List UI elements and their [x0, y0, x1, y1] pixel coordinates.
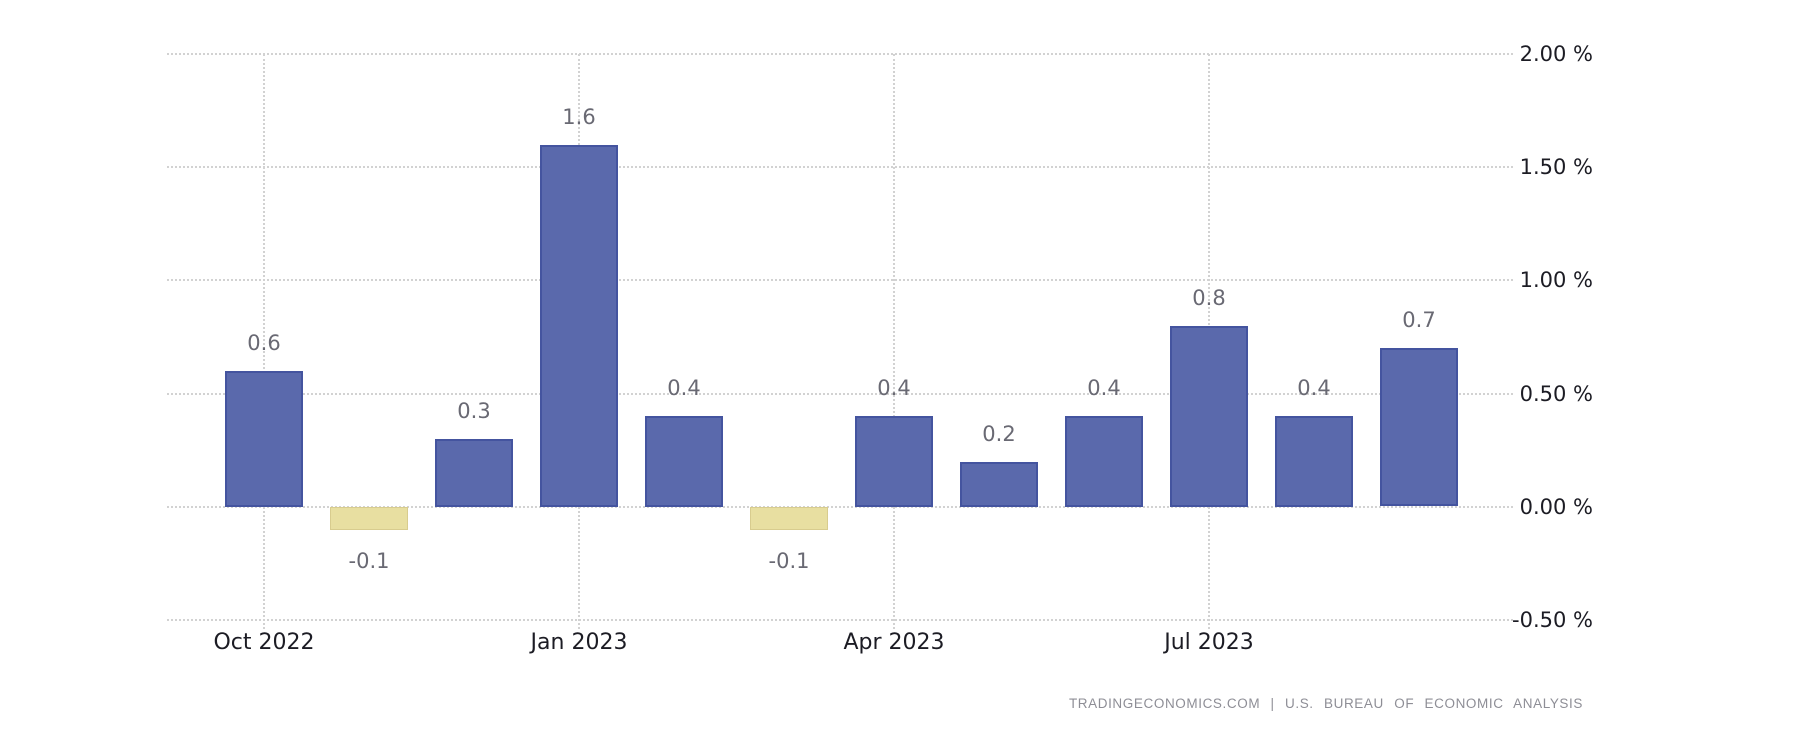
- attribution: TRADINGECONOMICS.COM | U.S. BUREAU OF EC…: [1069, 694, 1583, 714]
- bar-jul-2023[interactable]: [1170, 326, 1248, 507]
- bar-value-label: 0.2: [982, 422, 1016, 446]
- bar-may-2023[interactable]: [960, 462, 1038, 507]
- bar-feb-2023[interactable]: [645, 416, 723, 507]
- y-axis-tick-label: 1.00 %: [1519, 268, 1593, 292]
- x-axis-tick-label: Oct 2022: [213, 630, 315, 655]
- gridline-horizontal: [167, 393, 1513, 395]
- bar-aug-2023[interactable]: [1275, 416, 1353, 507]
- gridline-vertical: [893, 54, 895, 629]
- x-axis-tick-label: Apr 2023: [843, 630, 945, 655]
- bar-value-label: 1.6: [562, 105, 596, 129]
- attribution-source-link[interactable]: TRADINGECONOMICS.COM | U.S. BUREAU OF EC…: [1068, 696, 1583, 711]
- bar-value-label: 0.4: [1297, 376, 1331, 400]
- bar-value-label: 0.3: [457, 399, 491, 423]
- bar-value-label: 0.8: [1192, 286, 1226, 310]
- bar-value-label: -0.1: [768, 549, 810, 573]
- y-axis-tick-label: 2.00 %: [1519, 42, 1593, 66]
- x-axis-tick-label: Jan 2023: [530, 630, 628, 655]
- y-axis-tick-label: 1.50 %: [1519, 155, 1593, 179]
- bar-value-label: 0.7: [1402, 308, 1436, 332]
- bar-oct-2022[interactable]: [225, 371, 303, 507]
- bar-nov-2022[interactable]: [330, 507, 408, 530]
- bar-value-label: 0.4: [1087, 376, 1121, 400]
- bar-apr-2023[interactable]: [855, 416, 933, 507]
- gridline-horizontal: [167, 279, 1513, 281]
- bar-jan-2023[interactable]: [540, 145, 618, 507]
- y-axis-tick-label: -0.50 %: [1512, 608, 1593, 632]
- gridline-vertical: [263, 54, 265, 629]
- bar-value-label: 0.4: [667, 376, 701, 400]
- bar-value-label: 0.6: [247, 331, 281, 355]
- gridline-horizontal: [167, 506, 1513, 508]
- bar-jun-2023[interactable]: [1065, 416, 1143, 507]
- bar-dec-2022[interactable]: [435, 439, 513, 507]
- x-axis-tick-label: Jul 2023: [1164, 630, 1254, 655]
- gridline-horizontal: [167, 619, 1513, 621]
- bar-mar-2023[interactable]: [750, 507, 828, 530]
- y-axis-tick-label: 0.00 %: [1519, 495, 1593, 519]
- gridline-horizontal: [167, 166, 1513, 168]
- bar-sep-2023[interactable]: [1380, 348, 1458, 506]
- bar-value-label: 0.4: [877, 376, 911, 400]
- bar-value-label: -0.1: [348, 549, 390, 573]
- y-axis-tick-label: 0.50 %: [1519, 382, 1593, 406]
- gridline-horizontal: [167, 53, 1513, 55]
